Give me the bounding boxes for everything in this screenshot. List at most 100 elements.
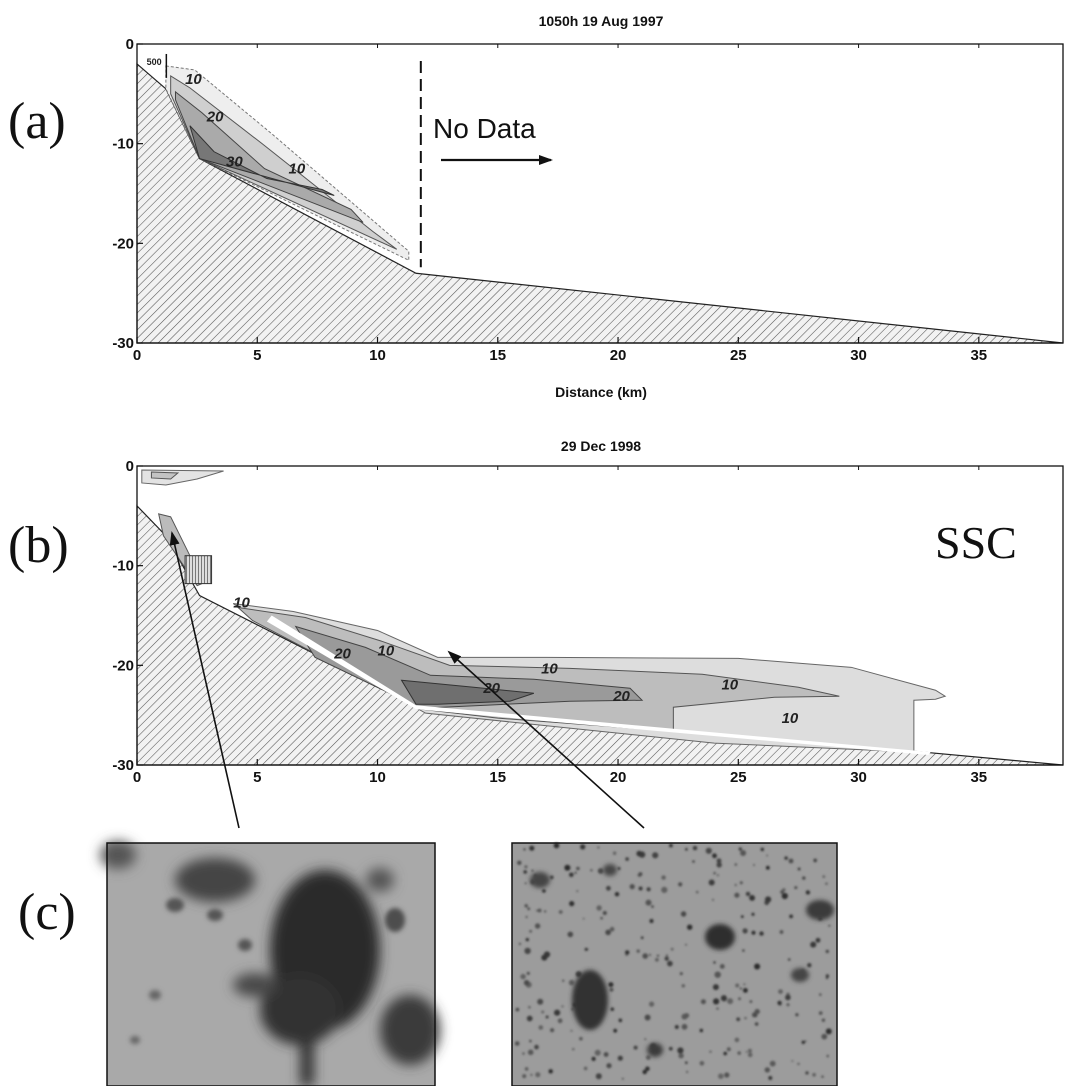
floc-particle: [724, 1072, 730, 1078]
floc-particle: [558, 910, 563, 914]
floc-particle: [610, 1007, 615, 1011]
floc-particle: [614, 892, 620, 897]
x-tick-label: 10: [369, 769, 386, 786]
floc-particle: [695, 890, 699, 894]
floc-particle: [553, 842, 560, 849]
floc-particle: [749, 1000, 753, 1003]
floc-particle: [524, 904, 528, 908]
floc-particle: [537, 908, 542, 913]
floc-particle: [661, 875, 666, 880]
floc-particle: [739, 987, 742, 990]
floc-particle: [735, 983, 740, 988]
floc-particle: [712, 853, 717, 859]
floc-particle: [740, 850, 747, 856]
contour-label: 10: [185, 71, 202, 88]
contour-label: 20: [206, 109, 224, 126]
floc-particle: [645, 899, 652, 906]
floc-particle: [759, 931, 764, 936]
floc-particle: [794, 886, 798, 889]
floc-particle: [605, 929, 611, 936]
floc-particle: [530, 1073, 533, 1076]
floc-particle: [541, 1010, 545, 1014]
floc-particle: [584, 947, 588, 951]
x-tick-label: 5: [253, 347, 261, 364]
floc-particle: [528, 1005, 531, 1009]
floc-particle: [531, 869, 534, 872]
floc-particle: [576, 866, 580, 871]
floc-particle: [583, 1066, 588, 1071]
floc-particle: [548, 1069, 553, 1074]
floc-particle: [780, 890, 784, 894]
floc-particle: [713, 872, 716, 875]
floc-particle: [818, 1011, 823, 1015]
floc-particle: [612, 851, 617, 855]
floc-particle: [523, 870, 527, 874]
floc-particle: [590, 869, 593, 872]
panel-a-title: 1050h 19 Aug 1997: [539, 13, 664, 29]
floc-particle: [681, 1023, 688, 1030]
floc-particle: [685, 943, 687, 946]
floc-particle: [636, 850, 642, 857]
floc-particle: [718, 1073, 724, 1079]
floc-particle: [747, 1052, 753, 1058]
floc-particle: [766, 854, 769, 857]
floc-particle: [680, 911, 687, 917]
floc-particle: [561, 1005, 564, 1008]
floc-particle: [765, 865, 770, 870]
floc-particle: [534, 923, 541, 929]
contour-label: 20: [612, 688, 630, 705]
floc-particle: [597, 846, 600, 849]
floc-particle: [708, 879, 715, 886]
floc-particle: [716, 862, 722, 868]
floc-particle: [572, 1048, 575, 1051]
contour-label: 500: [147, 57, 162, 67]
floc-particle: [596, 905, 602, 911]
floc-particle: [685, 1061, 688, 1064]
floc-particle: [734, 884, 737, 886]
floc-particle: [603, 1052, 609, 1057]
arrow-to-nearshore-floc: [169, 531, 240, 829]
floc-particle: [649, 918, 654, 924]
contour-label: 30: [226, 154, 243, 171]
floc-particle: [764, 1067, 770, 1073]
floc-particle: [545, 1015, 549, 1019]
floc-particle: [570, 1029, 573, 1032]
x-tick-label: 15: [489, 769, 506, 786]
floc-particle: [804, 1040, 807, 1043]
floc-particle: [765, 896, 772, 903]
panel-a-x-axis-label: Distance (km): [555, 384, 647, 400]
floc-particle: [576, 890, 579, 892]
floc-particle: [754, 963, 761, 970]
x-tick-label: 10: [369, 347, 386, 364]
floc-particle: [745, 891, 751, 897]
floc-particle: [638, 886, 643, 891]
floc-particle: [786, 1003, 790, 1007]
contour-label: 10: [721, 676, 738, 693]
x-tick-label: 15: [489, 347, 506, 364]
floc-particle: [651, 905, 654, 908]
floc-particle: [734, 892, 740, 898]
x-tick-label: 35: [970, 347, 987, 364]
floc-particle: [805, 1071, 809, 1075]
floc-particle: [787, 958, 791, 961]
floc-particle: [826, 1054, 829, 1058]
floc-particle: [591, 1056, 596, 1061]
floc-particle: [602, 911, 607, 915]
floc-particle: [685, 1070, 689, 1074]
contour-label: 20: [333, 645, 351, 662]
floc-particle: [753, 864, 755, 866]
floc-particle: [784, 856, 788, 860]
panel-a-concentration-contours: [165, 53, 410, 262]
floc-particle: [535, 1072, 541, 1078]
floc-particle: [524, 947, 531, 955]
floc-particle: [791, 1060, 794, 1062]
floc-particle: [747, 1048, 752, 1053]
panel-b-ssc-label: SSC: [935, 517, 1017, 568]
x-tick-label: 0: [133, 769, 141, 786]
floc-particle: [640, 936, 644, 939]
floc-particle: [520, 973, 526, 980]
floc-particle: [618, 1018, 623, 1023]
floc-particle: [579, 1036, 583, 1041]
floc-particle: [821, 1033, 828, 1040]
floc-particle: [821, 1018, 826, 1022]
